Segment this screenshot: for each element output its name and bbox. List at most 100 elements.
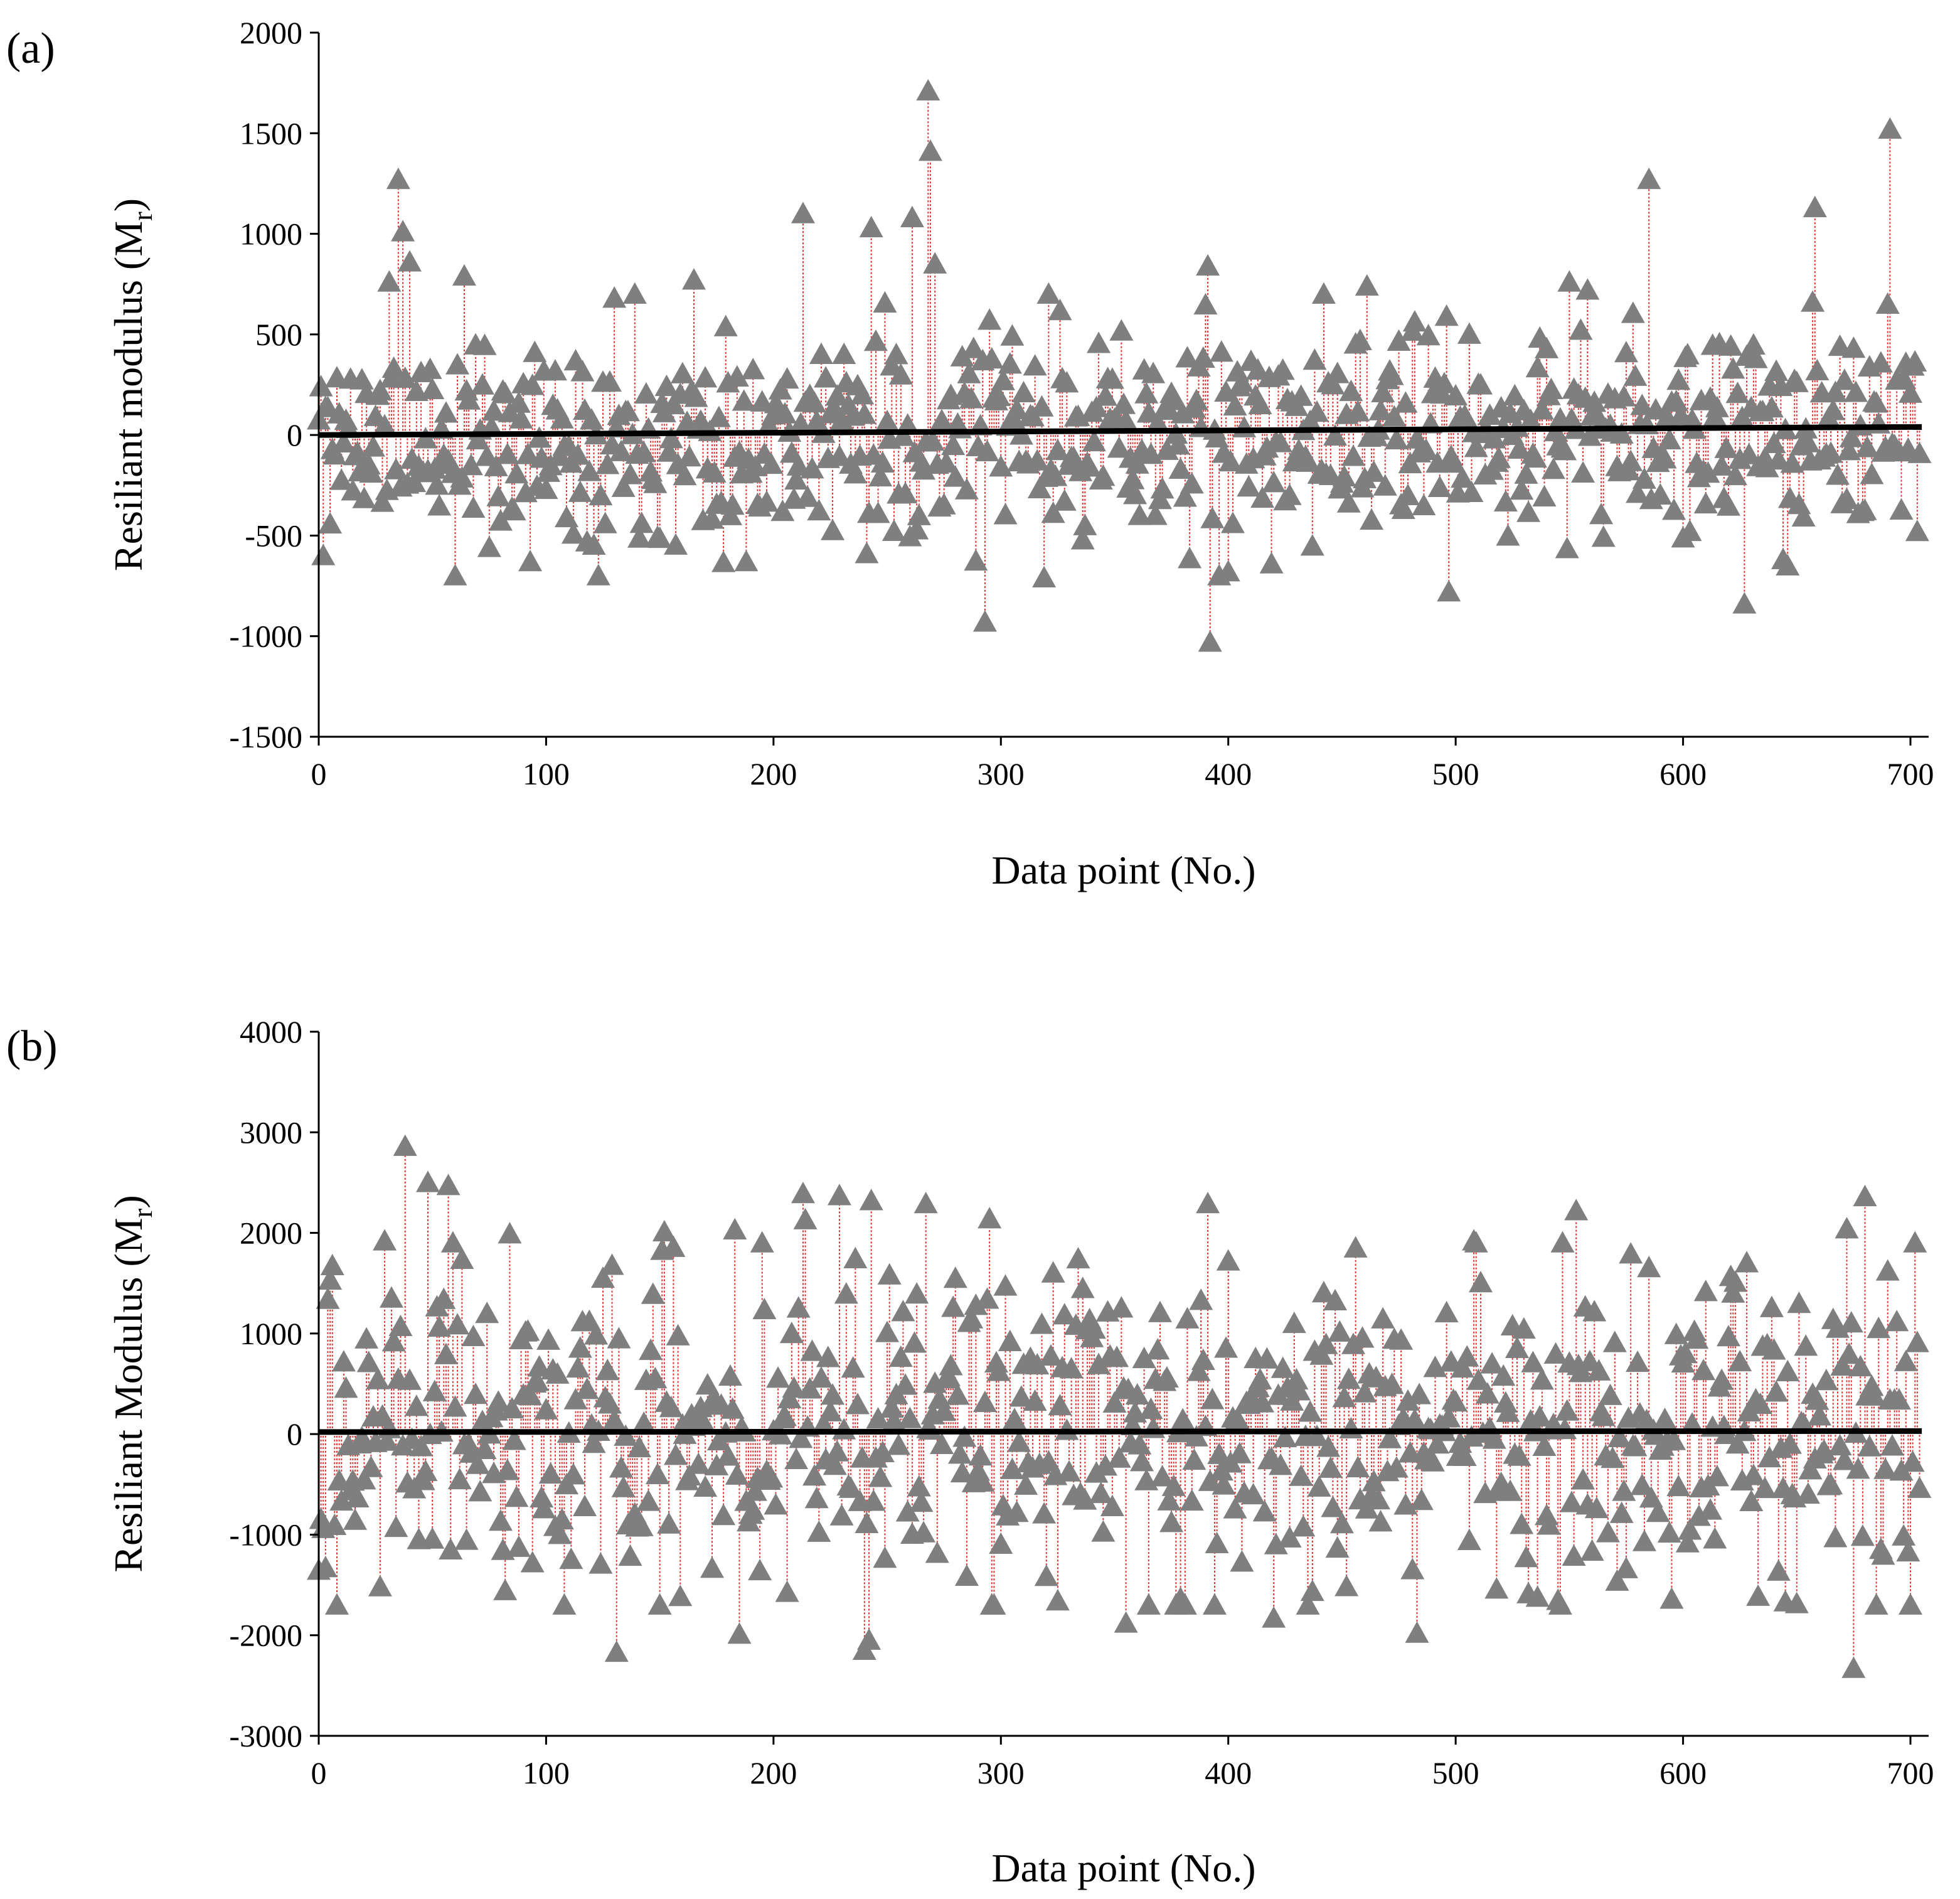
data-point-triangle bbox=[1223, 1497, 1247, 1519]
data-point-triangle bbox=[1414, 438, 1439, 460]
data-point-triangle bbox=[705, 1453, 729, 1475]
data-point-triangle bbox=[1444, 383, 1468, 406]
data-point-triangle bbox=[1241, 1482, 1265, 1505]
data-point-triangle bbox=[1691, 1359, 1716, 1381]
y-tick-label: 500 bbox=[255, 317, 302, 352]
data-point-triangle bbox=[1855, 436, 1880, 457]
data-point-triangle bbox=[930, 1432, 954, 1454]
data-point-triangle bbox=[1741, 333, 1766, 355]
data-point-triangle bbox=[843, 462, 868, 484]
data-point-triangle bbox=[388, 1314, 413, 1337]
data-point-triangle bbox=[1180, 1489, 1204, 1511]
data-point-triangle bbox=[1903, 1231, 1927, 1253]
data-point-triangle bbox=[968, 1444, 993, 1466]
panel-label: (a) bbox=[6, 24, 55, 73]
data-point-triangle bbox=[356, 1351, 381, 1372]
data-point-triangle bbox=[1569, 318, 1593, 340]
data-point-triangle bbox=[1457, 1528, 1481, 1550]
data-point-triangle bbox=[1559, 1490, 1584, 1512]
data-point-triangle bbox=[1764, 359, 1789, 381]
data-point-triangle bbox=[1250, 486, 1275, 508]
data-point-triangle bbox=[1875, 292, 1900, 314]
data-point-triangle bbox=[516, 1319, 540, 1341]
data-point-triangle bbox=[1757, 1445, 1782, 1468]
data-point-triangle bbox=[706, 405, 731, 427]
data-point-triangle bbox=[957, 361, 981, 383]
data-point-triangle bbox=[634, 382, 658, 404]
data-point-triangle bbox=[349, 368, 374, 390]
data-point-triangle bbox=[393, 366, 417, 388]
data-point-triangle bbox=[352, 486, 376, 508]
data-point-triangle bbox=[413, 1459, 438, 1482]
data-point-triangle bbox=[759, 1466, 784, 1488]
data-point-triangle bbox=[415, 1170, 440, 1192]
data-point-triangle bbox=[859, 215, 883, 238]
data-point-triangle bbox=[925, 1541, 949, 1563]
y-axis-title: Resiliant modulus (Mr) bbox=[106, 198, 158, 571]
data-point-triangle bbox=[875, 1320, 900, 1342]
data-point-triangle bbox=[939, 1354, 963, 1376]
data-point-triangle bbox=[666, 1324, 690, 1345]
data-point-triangle bbox=[527, 426, 551, 448]
data-point-triangle bbox=[670, 361, 695, 383]
data-point-triangle bbox=[989, 455, 1013, 477]
data-point-triangle bbox=[1478, 403, 1502, 425]
data-point-triangle bbox=[1451, 466, 1475, 488]
data-point-triangle bbox=[1296, 1593, 1320, 1615]
data-point-triangle bbox=[839, 1476, 863, 1498]
data-point-triangle bbox=[1350, 1326, 1375, 1348]
data-point-triangle bbox=[891, 1300, 915, 1322]
data-point-triangle bbox=[986, 1359, 1011, 1381]
data-point-triangle bbox=[743, 1479, 767, 1501]
data-point-triangle bbox=[584, 1323, 609, 1345]
data-point-triangle bbox=[1803, 195, 1827, 218]
x-tick-label: 400 bbox=[1205, 1755, 1252, 1790]
data-point-triangle bbox=[1250, 1391, 1275, 1413]
data-point-triangle bbox=[1823, 380, 1848, 402]
data-point-triangle bbox=[1227, 1442, 1252, 1463]
x-tick-label: 300 bbox=[977, 756, 1025, 791]
data-point-triangle bbox=[891, 424, 915, 446]
data-point-triangle bbox=[345, 1485, 370, 1507]
data-point-triangle bbox=[475, 1302, 499, 1324]
data-point-triangle bbox=[657, 440, 681, 462]
data-point-triangle bbox=[814, 366, 838, 388]
data-point-triangle bbox=[622, 282, 647, 304]
data-point-triangle bbox=[1141, 361, 1166, 383]
data-point-triangle bbox=[1412, 493, 1436, 516]
data-point-triangle bbox=[866, 501, 890, 523]
data-point-triangle bbox=[887, 1433, 911, 1455]
data-point-triangle bbox=[1569, 1361, 1593, 1383]
data-point-triangle bbox=[1535, 336, 1559, 358]
data-point-triangle bbox=[791, 1182, 815, 1204]
data-point-triangle bbox=[1193, 292, 1218, 315]
data-point-triangle bbox=[661, 1235, 686, 1257]
data-point-triangle bbox=[821, 518, 845, 540]
data-point-triangle bbox=[1619, 1242, 1643, 1264]
data-point-triangle bbox=[1045, 439, 1070, 461]
data-point-triangle bbox=[352, 1468, 376, 1490]
data-point-triangle bbox=[1089, 1481, 1113, 1504]
data-point-triangle bbox=[750, 1231, 774, 1253]
data-point-triangle bbox=[1136, 1593, 1161, 1615]
data-point-triangle bbox=[550, 407, 574, 429]
data-point-triangle bbox=[1530, 398, 1554, 420]
data-point-triangle bbox=[1334, 1575, 1359, 1597]
y-axis-title: Resiliant Modulus (Mr) bbox=[106, 1195, 158, 1572]
data-point-triangle bbox=[668, 1585, 693, 1607]
data-point-triangle bbox=[1523, 446, 1547, 468]
data-point-triangle bbox=[495, 442, 519, 464]
data-point-triangle bbox=[1341, 444, 1366, 466]
data-point-triangle bbox=[1732, 592, 1757, 614]
data-point-triangle bbox=[913, 1192, 938, 1214]
data-point-triangle bbox=[1025, 449, 1050, 471]
data-point-triangle bbox=[1814, 1369, 1838, 1391]
data-point-triangle bbox=[609, 1456, 634, 1478]
data-point-triangle bbox=[1434, 304, 1459, 326]
data-point-triangle bbox=[720, 1397, 745, 1419]
data-point-triangle bbox=[527, 1355, 551, 1377]
data-point-triangle bbox=[664, 533, 688, 555]
data-point-triangle bbox=[834, 1282, 858, 1304]
x-axis-title: Data point (No.) bbox=[991, 1846, 1255, 1890]
data-point-triangle bbox=[1762, 431, 1786, 454]
